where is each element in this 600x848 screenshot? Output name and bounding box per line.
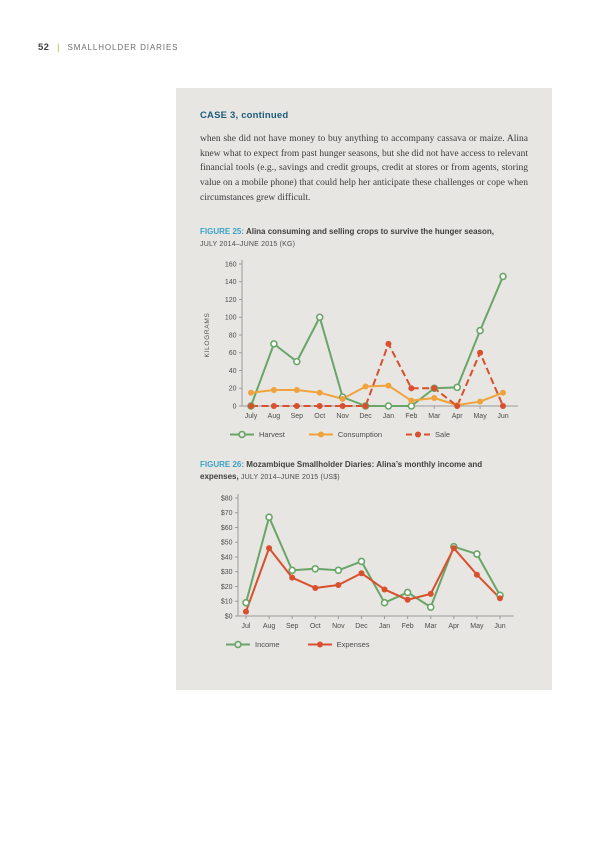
- svg-text:Apr: Apr: [452, 413, 464, 420]
- svg-text:$40: $40: [221, 554, 233, 561]
- legend-item-sale: Sale: [406, 430, 450, 439]
- svg-text:Jun: Jun: [497, 413, 508, 420]
- svg-text:Dec: Dec: [355, 623, 368, 630]
- running-title: SMALLHOLDER DIARIES: [67, 43, 179, 52]
- svg-text:Nov: Nov: [336, 413, 349, 420]
- svg-text:Mar: Mar: [428, 413, 441, 420]
- svg-text:Mar: Mar: [425, 623, 438, 630]
- svg-text:Oct: Oct: [314, 413, 325, 420]
- page-number: 52: [38, 42, 50, 53]
- svg-text:100: 100: [225, 315, 237, 322]
- figure-25: FIGURE 25: Alina consuming and selling c…: [200, 226, 528, 439]
- legend-item-consumption: Consumption: [308, 430, 383, 440]
- svg-text:May: May: [473, 413, 487, 420]
- legend-marker-icon: [406, 431, 431, 438]
- svg-text:160: 160: [225, 261, 237, 268]
- figure-26-label: FIGURE 26:: [200, 460, 245, 470]
- svg-text:Aug: Aug: [268, 413, 281, 420]
- figure-25-legend: Harvest Consumption Sale: [230, 430, 528, 439]
- svg-text:Jul: Jul: [242, 623, 251, 630]
- svg-text:$80: $80: [221, 495, 233, 502]
- svg-text:20: 20: [229, 386, 237, 393]
- svg-text:May: May: [470, 623, 484, 630]
- svg-text:$60: $60: [221, 524, 233, 531]
- svg-text:0: 0: [233, 403, 237, 410]
- svg-text:Apr: Apr: [448, 623, 460, 630]
- legend-label: Expenses: [336, 639, 370, 649]
- svg-text:80: 80: [229, 332, 237, 339]
- svg-text:Sep: Sep: [291, 413, 304, 420]
- svg-text:$20: $20: [221, 583, 233, 590]
- crops-line-chart: 0 20 40 60 80 100 120 140 160 July Aug Sep Oct Nov Dec…: [204, 260, 518, 420]
- page-header: 52 | SMALLHOLDER DIARIES: [38, 42, 178, 53]
- legend-marker-icon: [226, 640, 250, 648]
- svg-text:July: July: [245, 413, 258, 420]
- legend-marker-icon: [230, 430, 254, 439]
- header-separator: |: [57, 42, 60, 52]
- figure-26-subtitle: JULY 2014–JUNE 2015 (US$): [240, 474, 340, 482]
- figure-25-caption: FIGURE 25: Alina consuming and selling c…: [200, 226, 512, 251]
- case-panel: CASE 3, continued when she did not have …: [176, 88, 552, 690]
- svg-text:Feb: Feb: [405, 413, 417, 420]
- svg-text:Jan: Jan: [383, 413, 394, 420]
- svg-text:$10: $10: [221, 598, 233, 605]
- figure-26-legend: Income Expenses: [226, 640, 528, 649]
- svg-text:Feb: Feb: [402, 623, 414, 630]
- svg-text:$70: $70: [221, 510, 233, 517]
- legend-item-harvest: Harvest: [230, 430, 285, 439]
- legend-item-income: Income: [226, 640, 280, 649]
- figure-26-title: Mozambique Smallholder Diaries: Alina’s …: [200, 460, 483, 482]
- figure-25-subtitle: JULY 2014–JUNE 2015 (KG): [200, 240, 296, 248]
- figure-25-title: Alina consuming and selling crops to sur…: [244, 226, 494, 236]
- svg-text:Nov: Nov: [332, 623, 345, 630]
- svg-text:40: 40: [229, 368, 237, 375]
- svg-text:$30: $30: [221, 569, 233, 576]
- svg-text:60: 60: [229, 350, 237, 357]
- case-body-text: when she did not have money to buy anyth…: [200, 134, 528, 203]
- svg-text:Jun: Jun: [494, 623, 505, 630]
- svg-text:Oct: Oct: [310, 623, 321, 630]
- svg-text:Jan: Jan: [379, 623, 390, 630]
- figure-25-label: FIGURE 25:: [200, 226, 245, 236]
- figure-26: FIGURE 26: Mozambique Smallholder Diarie…: [200, 459, 528, 649]
- svg-text:Aug: Aug: [263, 623, 276, 630]
- svg-text:KILOGRAMS: KILOGRAMS: [204, 313, 211, 358]
- legend-marker-icon: [308, 431, 333, 438]
- income-expenses-line-chart: $0 $10 $20 $30 $40 $50 $60 $70 $80 Jul Aug Sep Oct No…: [221, 493, 514, 630]
- svg-text:Sep: Sep: [286, 623, 299, 630]
- svg-text:Dec: Dec: [359, 413, 372, 420]
- svg-text:140: 140: [225, 279, 237, 286]
- legend-label: Sale: [435, 430, 451, 440]
- svg-text:120: 120: [225, 297, 237, 304]
- svg-text:$50: $50: [221, 539, 233, 546]
- legend-label: Harvest: [259, 430, 285, 440]
- legend-label: Income: [255, 639, 280, 649]
- svg-text:$0: $0: [225, 613, 233, 620]
- legend-marker-icon: [307, 641, 332, 648]
- legend-item-expenses: Expenses: [307, 639, 370, 649]
- legend-label: Consumption: [337, 430, 383, 440]
- figure-26-caption: FIGURE 26: Mozambique Smallholder Diarie…: [200, 459, 512, 484]
- case-heading: CASE 3, continued: [200, 110, 289, 121]
